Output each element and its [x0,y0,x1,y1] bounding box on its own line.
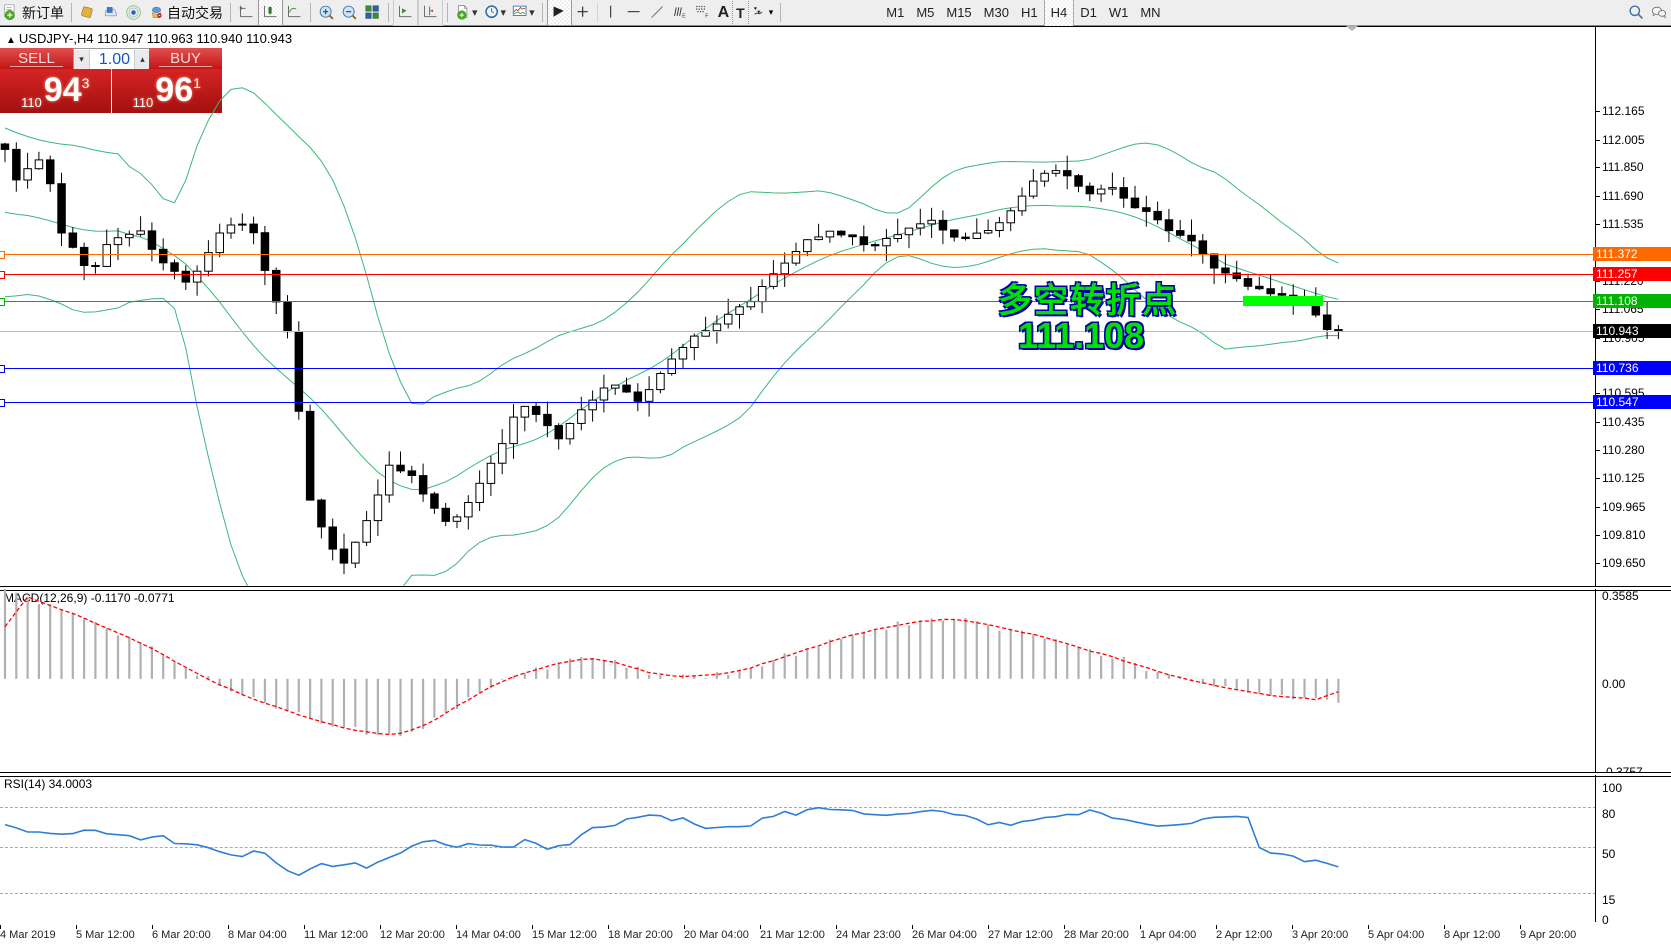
svg-text:E: E [682,14,686,20]
svg-text:F: F [705,14,708,20]
